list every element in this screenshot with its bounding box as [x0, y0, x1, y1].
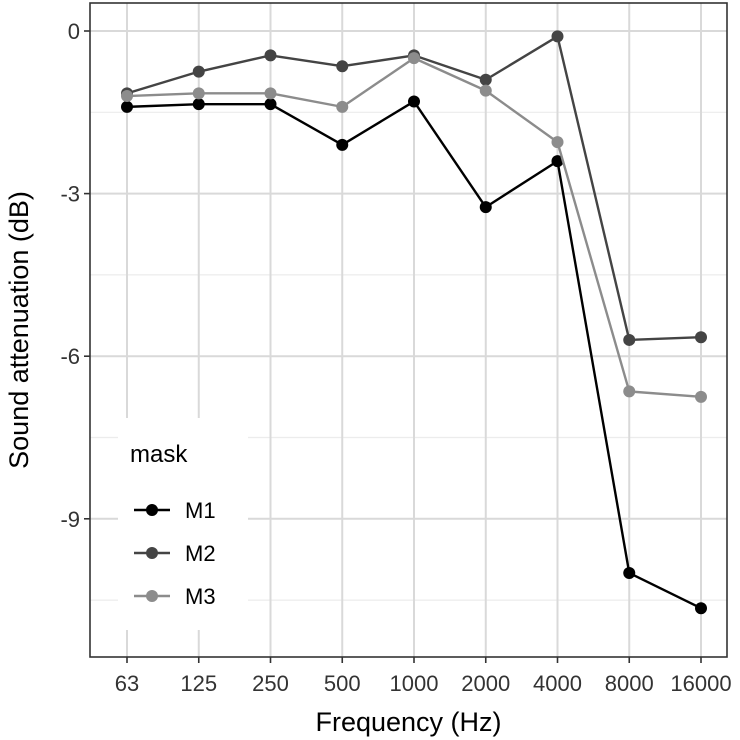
- y-axis-title: Sound attenuation (dB): [4, 191, 34, 469]
- data-point: [479, 73, 492, 86]
- y-tick-label: -3: [60, 182, 80, 207]
- data-point: [695, 602, 707, 615]
- series-m3: [121, 52, 707, 403]
- x-tick-label: 2000: [461, 671, 510, 696]
- data-point: [192, 87, 205, 100]
- x-axis-title: Frequency (Hz): [315, 707, 501, 737]
- legend-label: M3: [185, 584, 216, 609]
- data-point: [408, 52, 420, 65]
- legend-items: M1 M2 M3: [134, 498, 216, 609]
- data-point: [336, 138, 349, 151]
- data-point: [264, 87, 277, 100]
- legend-key-point: [146, 547, 158, 559]
- y-tick-label: -9: [60, 507, 80, 532]
- legend-item-m3: M3: [134, 584, 216, 609]
- x-axis-ticks: 63 125 250 500 1000 2000 4000 8000 16000: [115, 657, 732, 696]
- data-point: [264, 49, 277, 62]
- series-layer: [121, 30, 707, 615]
- x-tick-label: 1000: [390, 671, 439, 696]
- plot-panel-border: [89, 2, 728, 658]
- data-point: [336, 100, 349, 113]
- data-point: [623, 333, 636, 346]
- x-tick-label: 125: [180, 671, 217, 696]
- legend-label: M2: [185, 541, 216, 566]
- data-point: [121, 90, 133, 103]
- data-point: [695, 390, 707, 403]
- data-point: [479, 84, 492, 97]
- legend-key-point: [146, 504, 158, 516]
- legend-title: mask: [130, 441, 188, 468]
- data-point: [121, 100, 133, 113]
- legend-key-point: [146, 590, 158, 602]
- y-tick-label: 0: [68, 19, 80, 44]
- legend-label: M1: [185, 498, 216, 523]
- x-tick-label: 63: [115, 671, 139, 696]
- x-tick-label: 16000: [670, 671, 731, 696]
- data-point: [623, 385, 636, 398]
- data-point: [551, 155, 564, 168]
- data-point: [264, 98, 277, 111]
- series-m1: [121, 95, 707, 615]
- data-point: [479, 201, 492, 214]
- x-tick-label: 250: [252, 671, 289, 696]
- x-tick-label: 500: [324, 671, 361, 696]
- legend-item-m2: M2: [134, 541, 216, 566]
- legend: mask M1 M2 M3: [118, 418, 248, 630]
- data-point: [408, 95, 420, 108]
- y-axis-ticks: 0 -3 -6 -9: [60, 19, 90, 532]
- data-point: [551, 136, 564, 149]
- x-tick-label: 4000: [533, 671, 582, 696]
- legend-item-m1: M1: [134, 498, 216, 523]
- x-tick-label: 8000: [605, 671, 654, 696]
- legend-background: [118, 418, 248, 630]
- data-point: [623, 567, 636, 579]
- data-point: [695, 331, 707, 344]
- data-point: [192, 65, 205, 78]
- data-point: [551, 30, 564, 43]
- data-point: [336, 60, 349, 73]
- data-point: [192, 98, 205, 111]
- y-tick-label: -6: [60, 344, 80, 369]
